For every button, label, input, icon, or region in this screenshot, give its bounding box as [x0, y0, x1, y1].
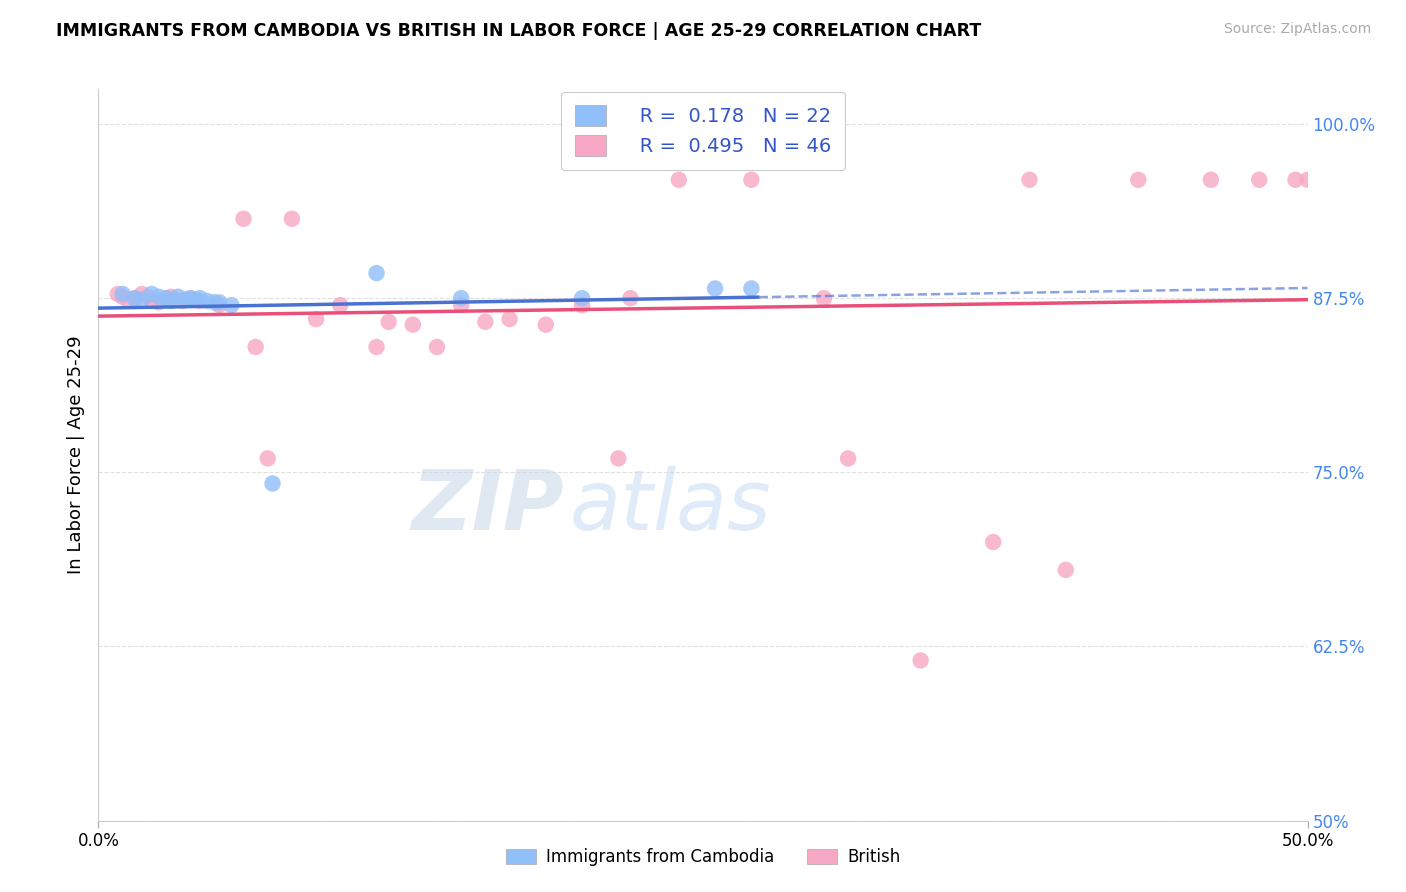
Legend:    R =  0.178   N = 22,    R =  0.495   N = 46: R = 0.178 N = 22, R = 0.495 N = 46 — [561, 92, 845, 170]
Point — [837, 451, 859, 466]
Point — [366, 340, 388, 354]
Point — [184, 293, 207, 307]
Point — [155, 291, 177, 305]
Legend: Immigrants from Cambodia, British: Immigrants from Cambodia, British — [499, 842, 907, 873]
Point — [107, 287, 129, 301]
Point — [167, 290, 190, 304]
Point — [329, 298, 352, 312]
Point — [619, 291, 641, 305]
Point — [188, 291, 211, 305]
Point — [450, 298, 472, 312]
Point — [165, 293, 187, 307]
Point — [124, 291, 146, 305]
Point — [208, 298, 231, 312]
Point — [1054, 563, 1077, 577]
Point — [910, 653, 932, 667]
Point — [813, 291, 835, 305]
Point — [204, 295, 226, 310]
Point — [1284, 173, 1306, 187]
Point — [111, 290, 134, 304]
Point — [141, 287, 163, 301]
Text: atlas: atlas — [569, 466, 772, 547]
Point — [232, 211, 254, 226]
Point — [179, 291, 201, 305]
Point — [1128, 173, 1150, 187]
Point — [174, 293, 197, 307]
Point — [221, 298, 243, 312]
Point — [1018, 173, 1040, 187]
Text: Source: ZipAtlas.com: Source: ZipAtlas.com — [1223, 22, 1371, 37]
Point — [474, 315, 496, 329]
Text: ZIP: ZIP — [412, 466, 564, 547]
Point — [262, 476, 284, 491]
Point — [402, 318, 425, 332]
Point — [704, 281, 727, 295]
Point — [131, 293, 153, 307]
Point — [160, 293, 183, 308]
Point — [281, 211, 304, 226]
Point — [498, 312, 520, 326]
Point — [981, 535, 1004, 549]
Point — [534, 318, 557, 332]
Point — [148, 290, 170, 304]
Point — [366, 266, 388, 280]
Point — [256, 451, 278, 466]
Point — [208, 295, 231, 310]
Point — [195, 293, 218, 308]
Point — [450, 291, 472, 305]
Point — [426, 340, 449, 354]
Point — [172, 293, 194, 308]
Point — [1249, 173, 1271, 187]
Point — [131, 287, 153, 301]
Y-axis label: In Labor Force | Age 25-29: In Labor Force | Age 25-29 — [66, 335, 84, 574]
Point — [245, 340, 267, 354]
Text: IMMIGRANTS FROM CAMBODIA VS BRITISH IN LABOR FORCE | AGE 25-29 CORRELATION CHART: IMMIGRANTS FROM CAMBODIA VS BRITISH IN L… — [56, 22, 981, 40]
Point — [148, 295, 170, 310]
Point — [1296, 173, 1319, 187]
Point — [1199, 173, 1222, 187]
Point — [740, 173, 762, 187]
Point — [124, 291, 146, 305]
Point — [117, 293, 139, 307]
Point — [160, 290, 183, 304]
Point — [135, 290, 157, 304]
Point — [305, 312, 328, 326]
Point — [141, 293, 163, 308]
Point — [111, 287, 134, 301]
Point — [377, 315, 399, 329]
Point — [607, 451, 630, 466]
Point — [179, 291, 201, 305]
Point — [571, 298, 593, 312]
Point — [184, 293, 207, 307]
Point — [188, 293, 211, 308]
Point — [155, 291, 177, 305]
Point — [668, 173, 690, 187]
Point — [571, 291, 593, 305]
Point — [740, 281, 762, 295]
